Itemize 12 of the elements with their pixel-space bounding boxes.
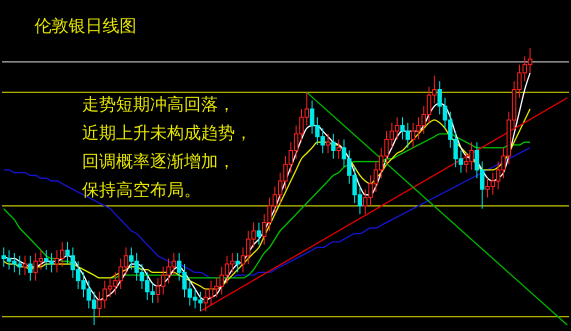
candlestick — [235, 252, 240, 273]
annotation: 保持高空布局。 — [82, 180, 201, 200]
candlestick — [331, 133, 336, 160]
candlestick — [336, 138, 341, 160]
annotation: 回调概率逐渐增加， — [82, 152, 235, 172]
candlestick — [326, 133, 330, 154]
candlestick — [28, 255, 33, 282]
annotation: 走势短期冲高回落， — [82, 95, 235, 115]
annotation: 近期上升未构成趋势， — [82, 124, 252, 144]
candlestick — [256, 222, 262, 246]
chart-title: 伦敦银日线图 — [34, 16, 136, 36]
candlestick — [22, 255, 28, 276]
